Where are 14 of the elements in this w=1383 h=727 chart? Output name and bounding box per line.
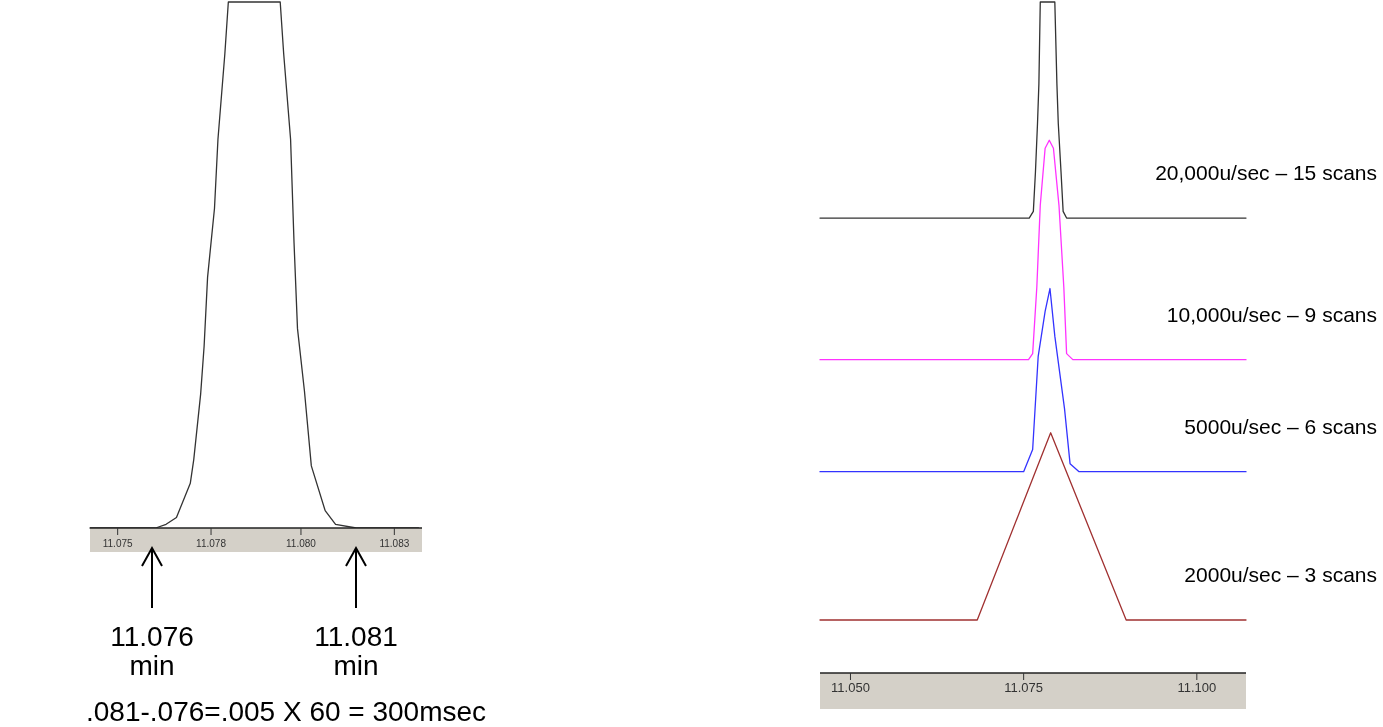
x-tick-label: 11.050 [831, 680, 870, 695]
series-label: 20,000u/sec – 15 scans [1155, 161, 1377, 185]
x-tick-label: 11.083 [379, 538, 410, 549]
series-label: 10,000u/sec – 9 scans [1166, 302, 1377, 326]
text: 11.081 min [314, 621, 398, 682]
text: 11.076 min [110, 621, 194, 682]
x-tick-label: 11.080 [286, 538, 317, 549]
x-tick-label: 11.100 [1177, 680, 1217, 695]
x-tick-label: 11.075 [102, 538, 134, 549]
series-label: 2000u/sec – 3 scans [1184, 562, 1377, 586]
x-tick-label: 11.075 [1004, 680, 1044, 695]
text: .081-.076=.005 X 60 = 300msec [86, 696, 487, 727]
series-label: 5000u/sec – 6 scans [1184, 414, 1377, 438]
x-tick-label: 11.078 [196, 538, 227, 549]
